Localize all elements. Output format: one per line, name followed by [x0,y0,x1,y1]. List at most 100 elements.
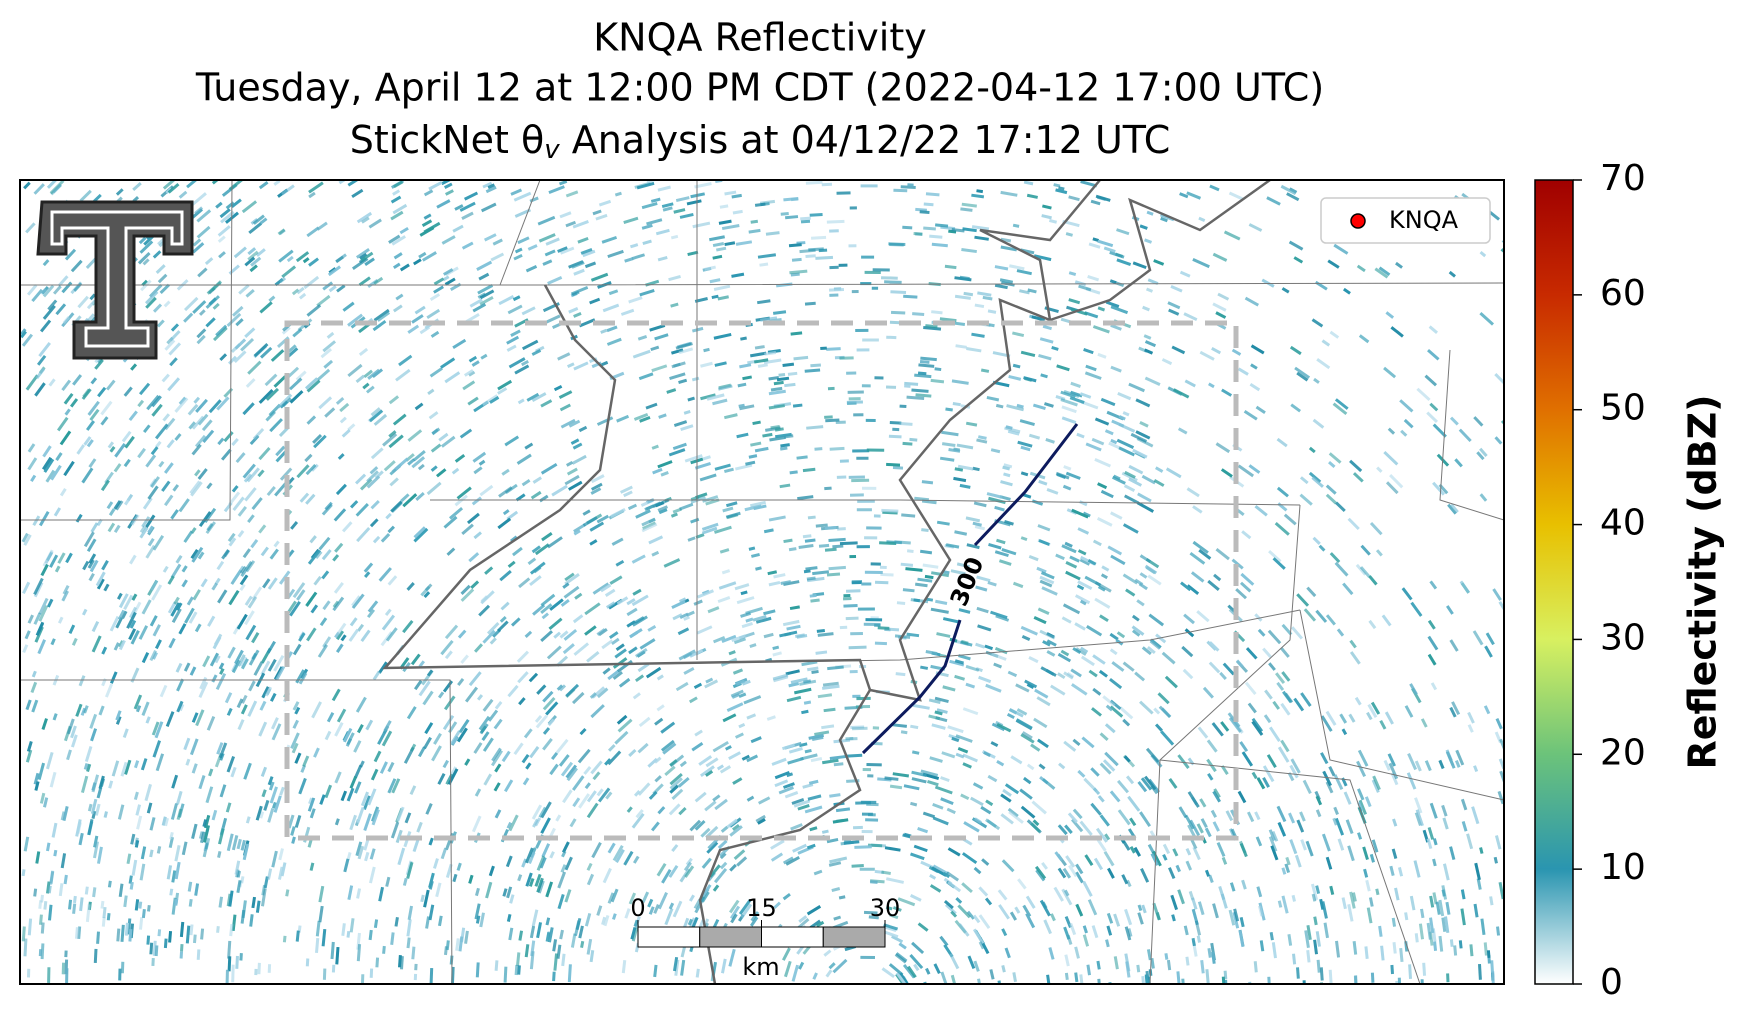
echo [168,637,176,649]
echo [194,469,201,477]
echo [733,849,746,860]
echo [549,763,559,776]
echo [662,206,673,212]
echo [1065,471,1081,480]
echo [808,733,824,740]
echo [540,399,553,408]
echo [976,438,988,444]
echo [1207,948,1212,958]
echo [335,946,340,965]
echo [814,730,830,736]
echo [188,898,193,907]
echo [1092,237,1100,243]
echo [162,565,169,573]
echo [390,195,402,204]
echo [607,249,624,259]
echo [167,575,175,585]
legend-label: KNQA [1389,206,1459,234]
echo [861,830,873,834]
echo [1420,979,1425,984]
echo [118,883,124,898]
echo [590,474,605,484]
echo [973,501,987,508]
echo [1045,437,1055,444]
echo [330,941,335,960]
echo [1427,653,1437,666]
echo [960,793,970,801]
echo [1249,382,1261,392]
echo [542,727,551,735]
echo [538,233,556,243]
echo [1399,399,1414,413]
echo [1343,287,1351,295]
echo [1254,613,1263,622]
echo [1022,904,1032,918]
echo [966,910,975,920]
echo [776,376,790,382]
echo [1139,421,1149,428]
echo [986,819,1001,831]
echo [355,502,369,517]
echo [1290,758,1301,774]
echo [694,182,712,189]
echo [791,257,802,262]
echo [551,752,559,760]
echo [1124,494,1139,505]
echo [1347,845,1355,862]
echo [51,822,58,838]
echo [156,846,162,854]
echo [423,213,432,220]
echo [1065,232,1073,237]
echo [920,549,933,555]
echo [228,890,234,907]
echo [385,627,398,642]
echo [155,639,162,650]
echo [167,377,181,392]
echo [248,680,256,692]
echo [1040,373,1048,379]
echo [1293,697,1305,712]
echo [1328,452,1342,464]
echo [169,357,178,367]
echo [228,589,240,606]
echo [863,910,878,915]
echo [318,396,333,410]
echo [68,624,76,634]
echo [298,632,306,642]
echo [1493,856,1498,864]
echo [366,470,379,483]
echo [91,635,102,653]
echo [336,630,345,641]
echo [1496,926,1501,936]
echo [47,885,52,894]
echo [648,535,664,545]
echo [1127,795,1141,812]
echo [358,347,369,356]
echo [89,713,98,729]
echo [516,952,521,967]
echo [440,847,448,860]
echo [799,679,817,686]
river-border [382,284,872,984]
echo [531,392,547,403]
echo [1184,628,1195,638]
echo [1060,398,1078,407]
echo [814,447,823,451]
echo [545,917,551,926]
echo [1075,903,1084,917]
echo [64,408,71,416]
echo [598,199,612,207]
echo [1128,382,1145,393]
echo [457,629,467,639]
echo [355,841,363,857]
echo [1074,594,1091,605]
echo [886,335,897,340]
echo [1274,522,1290,536]
echo [1088,669,1098,678]
echo [807,794,822,801]
echo [1050,684,1066,696]
echo [324,730,332,741]
echo [243,473,253,483]
echo [1004,426,1021,434]
echo [718,384,733,391]
